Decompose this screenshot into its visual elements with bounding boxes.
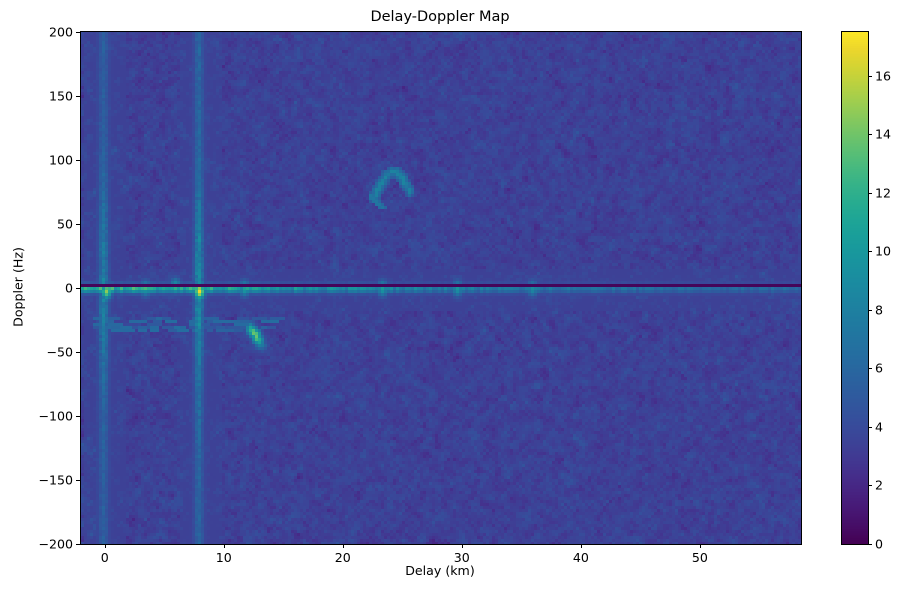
y-tick-mark [76,288,80,289]
y-tick-mark [76,160,80,161]
delay-doppler-heatmap[interactable] [81,32,801,544]
colorbar-tick-mark [868,309,872,311]
colorbar-tick-label: 8 [875,302,884,318]
x-tick-label: 0 [100,550,109,565]
y-tick-mark [76,416,80,417]
y-tick-label: −100 [38,408,73,424]
y-tick-label: −50 [46,344,73,360]
colorbar-gradient [842,32,868,544]
y-tick-label: 150 [48,88,73,104]
colorbar-tick-label: 12 [875,185,892,201]
colorbar-tick-label: 10 [875,243,892,259]
colorbar-tick-mark [868,544,872,545]
colorbar-tick-mark [868,75,872,77]
x-tick-label: 50 [691,550,708,565]
x-tick-mark [580,544,582,548]
colorbar-tick-label: 16 [875,68,892,84]
x-tick-label: 20 [334,550,351,565]
colorbar-tick-label: 4 [875,419,884,435]
colorbar-tick-mark [868,485,872,487]
chart-title: Delay-Doppler Map [370,9,510,25]
colorbar-tick-mark [868,426,872,428]
y-tick-mark [76,96,80,97]
colorbar-tick-mark [868,368,872,370]
plot-axes[interactable]: −200 −150 −100 −50 0 50 100 150 200 0 10 20 30 40 50 [38,25,802,565]
x-tick-label: 40 [572,550,589,565]
colorbar-tick-label: 0 [875,536,884,552]
x-tick-mark [461,544,463,548]
x-tick-mark [699,544,701,548]
y-tick-label: −200 [38,536,73,552]
colorbar-tick-mark [868,251,872,253]
y-tick-label: 0 [64,280,73,296]
x-tick-mark [342,544,344,548]
y-tick-mark [76,224,80,225]
x-tick-label: 30 [453,550,470,565]
y-tick-label: −150 [38,472,73,488]
colorbar-tick-label: 14 [875,126,892,142]
colorbar-tick-label: 6 [875,360,884,376]
x-tick-mark [223,544,225,548]
x-axis-label: Delay (km) [405,563,475,578]
y-tick-mark [76,544,80,545]
x-tick-mark [104,544,106,548]
colorbar-tick-mark [868,134,872,136]
y-tick-mark [76,352,80,353]
y-tick-mark [76,32,80,33]
colorbar[interactable]: 0 2 4 6 8 10 12 14 16 [841,31,891,552]
y-tick-label: 50 [56,216,73,232]
colorbar-tick-label: 2 [875,477,884,493]
y-tick-label: 200 [48,24,73,40]
x-tick-label: 10 [215,550,232,565]
y-tick-label: 100 [48,152,73,168]
y-tick-mark [76,480,80,481]
colorbar-tick-mark [868,192,872,194]
y-axis-label: Doppler (Hz) [10,247,26,327]
